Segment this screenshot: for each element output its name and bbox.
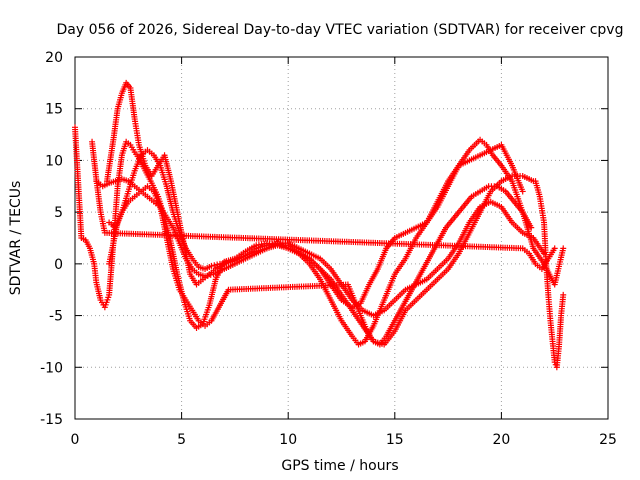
y-tick-label: -5 — [49, 309, 63, 325]
data-point — [202, 273, 209, 280]
y-tick-labels: -15 -10 -5 0 5 10 15 20 — [40, 50, 63, 428]
x-axis-label: GPS time / hours — [281, 458, 398, 474]
y-tick-label: 5 — [54, 205, 63, 221]
x-tick-label: 15 — [386, 432, 404, 448]
data-point — [207, 271, 214, 278]
y-axis-label: SDTVAR / TECUs — [8, 181, 24, 296]
grid-layer — [75, 57, 608, 419]
data-point — [519, 188, 526, 195]
data-point — [551, 245, 558, 252]
data-point — [214, 261, 221, 268]
chart-title: Day 056 of 2026, Sidereal Day-to-day VTE… — [57, 22, 624, 38]
data-point — [560, 245, 567, 252]
series-track-5 — [106, 183, 535, 348]
y-tick-label: 0 — [54, 257, 63, 273]
data-point — [208, 262, 215, 269]
x-tick-label: 0 — [71, 432, 80, 448]
data-point — [560, 291, 567, 298]
y-tick-label: 20 — [45, 50, 63, 66]
y-tick-label: -15 — [40, 412, 63, 428]
data-marks — [72, 79, 567, 371]
plot-frame — [74, 56, 609, 420]
data-point — [219, 260, 226, 267]
data-point — [528, 224, 535, 231]
data-point — [216, 260, 223, 267]
series-track-6 — [532, 178, 567, 371]
y-tick-label: 15 — [45, 102, 63, 118]
series-track-4 — [93, 176, 548, 319]
x-tick-label: 25 — [599, 432, 617, 448]
series-track-7 — [89, 138, 558, 273]
x-tick-labels: 0 5 10 15 20 25 — [71, 432, 617, 448]
y-tick-label: 10 — [45, 153, 63, 169]
data-point — [222, 259, 229, 266]
data-point — [204, 272, 211, 279]
x-tick-label: 5 — [177, 432, 186, 448]
tick-layer — [74, 56, 609, 420]
x-tick-label: 10 — [279, 432, 297, 448]
x-tick-label: 20 — [492, 432, 510, 448]
y-tick-label: -10 — [40, 360, 63, 376]
data-point — [211, 262, 218, 269]
